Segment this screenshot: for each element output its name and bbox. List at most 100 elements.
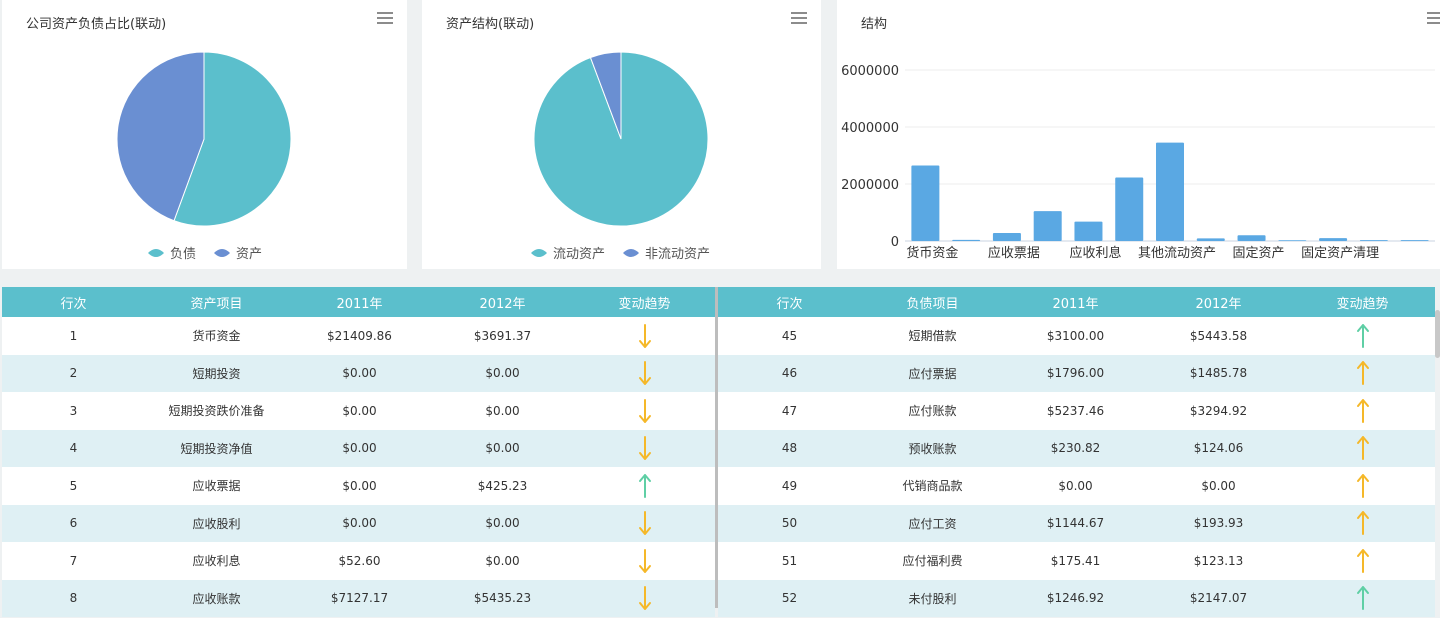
bar-3[interactable] xyxy=(1033,211,1062,241)
legend-swatch xyxy=(623,249,639,257)
row-item: 短期投资 xyxy=(145,354,288,392)
row-no: 52 xyxy=(718,579,861,617)
arrow-up-icon xyxy=(1356,323,1369,348)
table-row: 5 应收票据 $0.00 $425.23 xyxy=(2,467,715,505)
row-no: 1 xyxy=(69,328,78,343)
arrow-up-icon xyxy=(1356,473,1369,498)
row-item: 预收账款 xyxy=(861,429,1004,467)
table-header-row: 行次 资产项目 2011年 2012年 变动趋势 xyxy=(2,287,715,317)
row-item: 代销商品款 xyxy=(902,479,963,494)
legend-item-0[interactable]: 负债 xyxy=(148,247,196,262)
bar-2[interactable] xyxy=(992,233,1021,241)
row-2012: $3691.37 xyxy=(473,328,532,343)
table-divider xyxy=(715,287,718,608)
chart-title: 结构 xyxy=(861,17,888,32)
row-2012: $0.00 xyxy=(485,403,520,418)
arrow-up-icon xyxy=(1356,511,1369,536)
table-row: 3 短期投资跌价准备 $0.00 $0.00 xyxy=(2,392,715,430)
header-2012: 2012年 xyxy=(431,287,574,317)
table-row: 1 货币资金 $21409.86 $3691.37 xyxy=(2,317,715,355)
legend-label: 非流动资产 xyxy=(645,247,710,262)
pie-panel-asset-structure: 资产结构(联动) 流动资产 非流动资产 xyxy=(422,0,821,269)
row-2011: $0.00 xyxy=(342,403,377,418)
row-2012: $2147.07 xyxy=(1147,579,1290,617)
arrow-up-icon xyxy=(638,473,651,498)
row-no: 51 xyxy=(781,553,798,568)
pie-slice-1[interactable] xyxy=(116,51,205,222)
row-trend xyxy=(574,579,715,617)
x-tick-label: 固定资产清理 xyxy=(1301,246,1379,261)
header-row-no: 行次 xyxy=(718,287,861,317)
chart-title: 资产结构(联动) xyxy=(446,17,535,32)
row-2011: $0.00 xyxy=(288,429,431,467)
row-no: 49 xyxy=(781,478,798,493)
row-no: 46 xyxy=(718,354,861,392)
row-2012: $3294.92 xyxy=(1189,403,1248,418)
row-no: 5 xyxy=(69,478,78,493)
row-trend xyxy=(1290,542,1435,580)
pie-chart-asset-liability: 负债 资产 xyxy=(116,51,292,262)
row-2011: $0.00 xyxy=(288,354,431,392)
bar-9[interactable] xyxy=(1278,240,1307,241)
row-trend xyxy=(574,392,715,430)
bar-4[interactable] xyxy=(1074,221,1103,241)
row-2012: $0.00 xyxy=(1201,478,1236,493)
y-tick-label: 4000000 xyxy=(841,121,899,136)
row-2012: $193.93 xyxy=(1147,504,1290,542)
legend-item-1[interactable]: 资产 xyxy=(214,247,262,262)
arrow-up-icon xyxy=(1356,361,1369,386)
bar-8[interactable] xyxy=(1237,235,1266,241)
arrow-up-icon xyxy=(1356,548,1369,573)
table-row: 49 代销商品款 $0.00 $0.00 xyxy=(718,467,1435,505)
x-tick-label: 其他流动资产 xyxy=(1138,246,1216,261)
row-trend xyxy=(574,354,715,392)
legend-item-1[interactable]: 非流动资产 xyxy=(623,247,710,262)
row-2011: $175.41 xyxy=(1050,553,1101,568)
y-tick-label: 2000000 xyxy=(841,178,899,193)
header-2011: 2011年 xyxy=(1004,287,1147,317)
pie-chart-asset-structure: 流动资产 非流动资产 xyxy=(531,51,710,262)
legend-swatch xyxy=(531,249,547,257)
pie-panel-asset-liability: 公司资产负债占比(联动) 负债 资产 xyxy=(2,0,407,269)
bar-11[interactable] xyxy=(1359,240,1388,241)
row-trend xyxy=(1290,354,1435,392)
row-2011: $3100.00 xyxy=(1046,328,1105,343)
row-trend xyxy=(1290,467,1435,505)
row-2012: $5443.58 xyxy=(1189,328,1248,343)
pie-slice-0[interactable] xyxy=(173,51,292,227)
legend-item-0[interactable]: 流动资产 xyxy=(531,247,605,262)
menu-icon[interactable] xyxy=(377,12,393,25)
bar-12[interactable] xyxy=(1400,240,1429,241)
row-2012: $0.00 xyxy=(431,354,574,392)
row-2011: $1796.00 xyxy=(1004,354,1147,392)
menu-icon[interactable] xyxy=(1427,12,1440,25)
pie-slice-1[interactable] xyxy=(589,51,622,140)
scrollbar-thumb[interactable] xyxy=(1435,310,1440,358)
assets-table: 行次 资产项目 2011年 2012年 变动趋势 1 货币资金 $21409.86 $… xyxy=(2,287,715,617)
table-row: 47 应付账款 $5237.46 $3294.92 xyxy=(718,392,1435,430)
bar-6[interactable] xyxy=(1156,142,1184,241)
bar-1[interactable] xyxy=(952,239,981,241)
row-no: 7 xyxy=(69,553,78,568)
row-item: 应付工资 xyxy=(861,504,1004,542)
row-item: 应付福利费 xyxy=(902,554,963,569)
x-tick-label: 应收利息 xyxy=(1069,245,1121,261)
bar-0[interactable] xyxy=(911,165,940,241)
row-trend xyxy=(574,542,715,580)
menu-icon[interactable] xyxy=(791,12,807,25)
row-2011: $52.60 xyxy=(338,553,381,568)
arrow-down-icon xyxy=(638,436,651,461)
bar-10[interactable] xyxy=(1319,238,1348,241)
chart-title: 公司资产负债占比(联动) xyxy=(26,17,167,32)
table-row: 51 应付福利费 $175.41 $123.13 xyxy=(718,542,1435,580)
bar-7[interactable] xyxy=(1196,238,1225,241)
row-item: 应收利息 xyxy=(192,554,241,569)
row-2011: $1144.67 xyxy=(1004,504,1147,542)
legend-swatch xyxy=(214,249,230,257)
row-2012: $5435.23 xyxy=(431,579,574,617)
row-item: 未付股利 xyxy=(861,579,1004,617)
arrow-down-icon xyxy=(638,511,651,536)
bar-5[interactable] xyxy=(1115,177,1144,241)
table-row: 8 应收账款 $7127.17 $5435.23 xyxy=(2,579,715,617)
legend-swatch xyxy=(148,249,164,257)
